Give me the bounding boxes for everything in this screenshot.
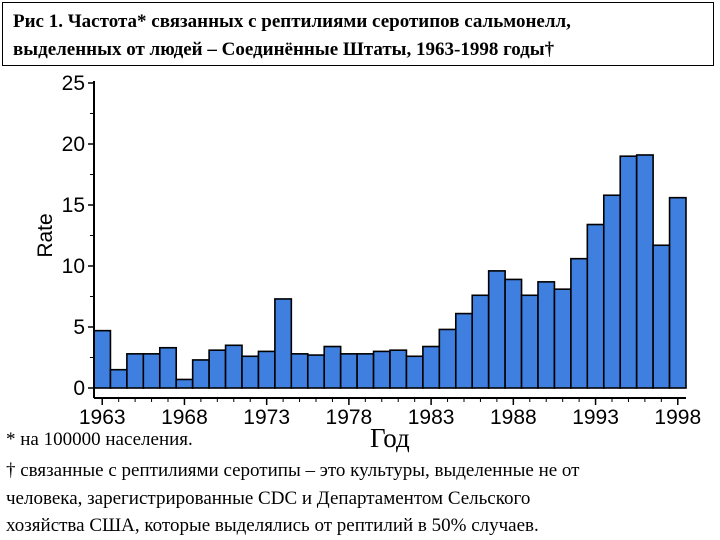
bar-1984 (438, 328, 457, 389)
bar-1997 (652, 244, 671, 389)
bar-1995 (619, 155, 638, 389)
bar-1992 (570, 257, 589, 389)
x-tick-label-1968: 1968 (161, 406, 208, 428)
bar-1980 (372, 350, 391, 389)
bar-1987 (487, 270, 506, 389)
y-tick-label-25: 25 (62, 72, 85, 95)
bar-1964 (109, 368, 128, 389)
footnote-dagger-line-2: человека, зарегистрированные CDC и Депар… (6, 488, 531, 509)
x-tick-label-1978: 1978 (326, 406, 373, 428)
bar-1963 (93, 329, 112, 389)
y-tick-label-5: 5 (73, 316, 85, 339)
x-tick-label-1988: 1988 (490, 406, 537, 428)
title-line-2: выделенных от людей – Соединённые Штаты,… (13, 39, 555, 60)
bar-1968 (175, 378, 194, 389)
x-tick-label-1998: 1998 (654, 406, 701, 428)
bar-1965 (126, 353, 145, 389)
bar-1985 (454, 312, 474, 389)
bar-1994 (602, 194, 622, 389)
bar-1982 (405, 355, 424, 389)
y-tick-label-15: 15 (62, 194, 85, 217)
bar-1976 (306, 354, 326, 389)
footnote-dagger-line-3: хозяйства США, которые выделялись от реп… (6, 515, 539, 536)
bar-1970 (208, 349, 227, 389)
bar-1981 (389, 349, 408, 389)
bar-1973 (257, 350, 276, 389)
bar-1996 (635, 154, 654, 389)
y-tick-label-0: 0 (73, 377, 85, 400)
y-tick-label-20: 20 (62, 133, 85, 156)
x-tick-label-1993: 1993 (572, 406, 619, 428)
bar-1966 (142, 353, 161, 389)
bar-1974 (274, 298, 293, 389)
title-line-1: Рис 1. Частота* связанных с рептилиями с… (13, 11, 571, 32)
y-axis-label: Rate (34, 213, 57, 257)
bar-1983 (422, 345, 441, 389)
bar-chart: 0 5 10 15 20 25 1963 1968 1973 1978 1983 1988 1993 19… (34, 72, 701, 428)
bar-1971 (224, 344, 243, 389)
bar-1988 (504, 278, 523, 389)
bar-1977 (323, 345, 342, 389)
x-tick-label-1973: 1973 (243, 406, 290, 428)
bar-1975 (290, 353, 309, 389)
bar-1990 (537, 281, 556, 389)
bar-1979 (356, 353, 375, 389)
x-tick-label-1963: 1963 (79, 406, 126, 428)
bar-1969 (191, 359, 210, 389)
bar-1991 (553, 288, 572, 389)
footnote-asterisk: * на 100000 населения. (6, 429, 193, 450)
x-axis-label: Год (370, 423, 410, 453)
footnote-dagger-line-1: † связанные с рептилиями серотипы – это … (6, 460, 580, 481)
bar-1998 (668, 196, 687, 389)
bar-1972 (241, 355, 260, 389)
chart-title: Рис 1. Частота* связанных с рептилиями с… (2, 2, 714, 66)
bar-1993 (586, 223, 605, 389)
bar-1978 (339, 353, 358, 389)
bar-1989 (520, 294, 539, 389)
y-tick-label-10: 10 (62, 255, 85, 278)
bar-1967 (158, 346, 178, 389)
x-tick-label-1983: 1983 (408, 406, 455, 428)
bar-1986 (471, 294, 490, 389)
